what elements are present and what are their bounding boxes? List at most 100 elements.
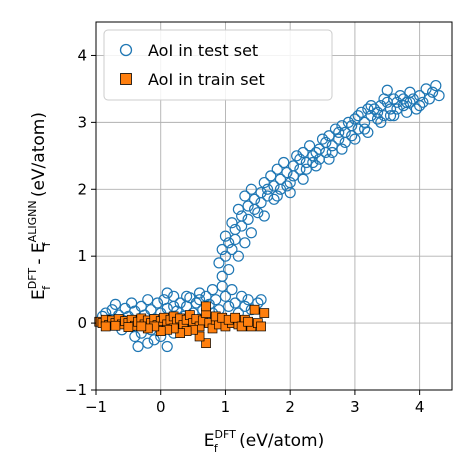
- train-point: [259, 308, 270, 318]
- legend-label-train: AoI in train set: [148, 70, 265, 89]
- test-point: [252, 207, 264, 219]
- train-point: [136, 321, 147, 332]
- test-point: [268, 180, 280, 192]
- test-point: [304, 140, 316, 152]
- test-point: [291, 150, 303, 162]
- x-tick-label: 2: [285, 398, 295, 416]
- test-point: [245, 227, 257, 239]
- test-point: [271, 163, 283, 175]
- test-point: [142, 294, 154, 306]
- test-point: [384, 110, 397, 122]
- x-tick-label: −1: [85, 398, 107, 416]
- test-point: [300, 156, 312, 169]
- test-point: [378, 93, 390, 105]
- legend-box: [103, 29, 333, 101]
- y-tick-label: 4: [77, 46, 87, 64]
- test-point: [181, 290, 193, 302]
- test-point: [242, 294, 254, 306]
- test-point: [404, 96, 416, 108]
- test-point: [342, 116, 355, 128]
- legend: AoI in test set AoI in train set: [103, 29, 333, 101]
- test-point: [294, 153, 306, 165]
- test-point: [239, 237, 251, 249]
- test-point: [265, 170, 277, 182]
- test-point: [297, 146, 309, 159]
- test-point: [129, 330, 141, 343]
- test-point: [210, 294, 222, 306]
- test-point: [232, 203, 244, 215]
- test-point: [168, 300, 180, 312]
- y-tick-label: 0: [77, 314, 87, 332]
- test-point: [223, 263, 235, 276]
- test-point: [336, 143, 348, 155]
- test-point: [297, 173, 309, 185]
- test-point: [310, 146, 322, 159]
- x-axis-label: EDFT f (eV/atom): [204, 428, 324, 455]
- test-point: [391, 103, 403, 115]
- x-tick-label: 1: [221, 398, 231, 416]
- test-point: [430, 79, 442, 92]
- test-point: [371, 113, 384, 125]
- test-point: [326, 140, 338, 152]
- test-point: [339, 136, 351, 149]
- test-point: [307, 156, 319, 169]
- test-point: [326, 146, 338, 159]
- test-point: [414, 100, 426, 112]
- test-point: [384, 103, 397, 115]
- test-point: [281, 180, 293, 192]
- test-point: [242, 200, 254, 212]
- y-tick-label: 3: [77, 113, 87, 131]
- test-point: [258, 176, 270, 189]
- test-point: [329, 123, 342, 135]
- test-point: [284, 187, 296, 199]
- test-point: [161, 287, 173, 299]
- test-point: [232, 250, 244, 262]
- legend-marker-test: [119, 43, 133, 57]
- test-point: [300, 163, 312, 175]
- test-point: [226, 243, 238, 256]
- test-point: [236, 220, 248, 232]
- test-point: [307, 150, 319, 162]
- test-point: [239, 190, 251, 202]
- test-point: [397, 93, 410, 105]
- test-point: [236, 290, 248, 302]
- test-point: [245, 183, 257, 195]
- train-point: [256, 321, 266, 332]
- test-point: [226, 284, 238, 296]
- test-point: [375, 116, 387, 128]
- test-point: [359, 116, 371, 128]
- test-point: [368, 103, 380, 115]
- data-series: [94, 79, 445, 353]
- test-point: [417, 96, 429, 108]
- test-point: [216, 270, 228, 282]
- test-point: [193, 294, 206, 306]
- test-point: [346, 120, 358, 132]
- x-tick-label: 0: [156, 398, 166, 416]
- test-point: [310, 160, 322, 172]
- test-point: [161, 340, 173, 353]
- test-point: [313, 153, 325, 165]
- test-point: [316, 133, 329, 145]
- train-point: [243, 316, 253, 327]
- test-point: [219, 290, 232, 302]
- test-point: [426, 86, 439, 98]
- test-point: [248, 203, 261, 215]
- test-point: [365, 100, 377, 112]
- y-tick-label: 1: [77, 247, 87, 265]
- test-point: [352, 123, 364, 135]
- y-axis-label: EDFTf - EALIGNNf (eV/atom): [26, 112, 53, 300]
- legend-marker-train: [120, 73, 132, 85]
- train-point: [110, 320, 121, 331]
- train-point: [201, 338, 211, 349]
- test-point: [255, 197, 267, 209]
- test-point: [229, 233, 241, 246]
- test-point: [229, 297, 241, 309]
- test-point: [109, 298, 122, 310]
- test-point: [274, 183, 287, 195]
- test-point: [242, 213, 254, 225]
- test-point: [371, 106, 384, 118]
- train-point: [194, 331, 205, 342]
- test-point: [423, 93, 435, 105]
